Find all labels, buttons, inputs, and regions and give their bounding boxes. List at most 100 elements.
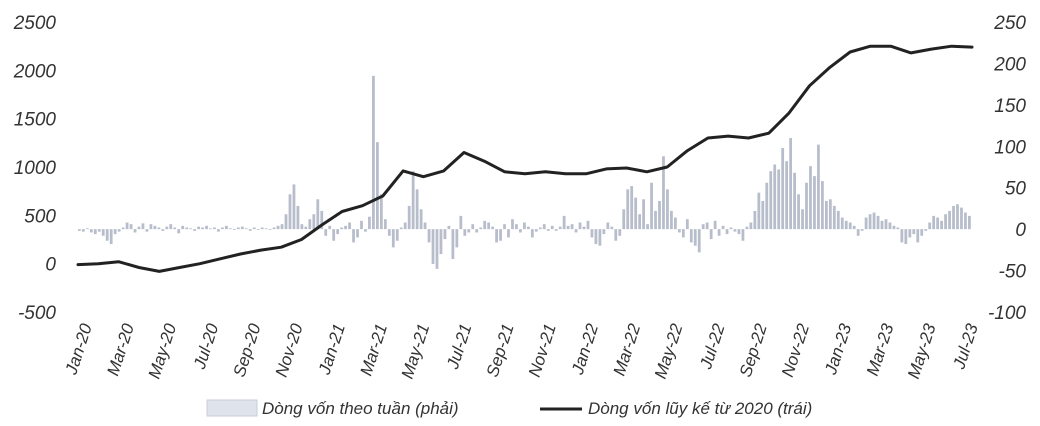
weekly-flow-bar xyxy=(141,223,145,230)
weekly-flow-bar xyxy=(415,189,419,230)
weekly-flow-bar xyxy=(205,225,208,230)
weekly-flow-bar xyxy=(232,229,236,230)
x-tick-label: Sep-21 xyxy=(483,321,518,379)
weekly-flow-bar xyxy=(169,224,173,230)
weekly-flow-bar xyxy=(813,176,816,230)
weekly-flow-bar xyxy=(495,229,498,243)
weekly-flow-bar xyxy=(161,229,165,231)
weekly-flow-bar xyxy=(105,229,109,241)
weekly-flow-bar xyxy=(221,227,224,230)
weekly-flow-bar xyxy=(670,210,673,230)
weekly-flow-bar xyxy=(745,226,749,230)
x-tick-label: Jul-23 xyxy=(949,321,982,372)
weekly-flow-bar xyxy=(519,229,522,233)
left-tick-label: 1000 xyxy=(14,158,57,179)
weekly-flow-bar xyxy=(340,227,344,230)
cumulative-flow-line xyxy=(76,44,974,273)
weekly-flow-bar xyxy=(463,229,467,236)
weekly-flow-bar xyxy=(383,219,387,230)
weekly-flow-bar xyxy=(145,229,149,232)
weekly-flow-bar xyxy=(467,229,471,233)
weekly-flow-bar xyxy=(622,209,626,230)
weekly-flow-bar xyxy=(932,215,936,230)
weekly-flow-bar xyxy=(181,225,185,230)
weekly-flow-bar xyxy=(439,229,443,254)
weekly-flow-bar xyxy=(566,225,570,230)
left-tick-label: 500 xyxy=(24,206,56,227)
weekly-flow-bar xyxy=(638,214,642,230)
weekly-flow-bar xyxy=(777,169,781,230)
weekly-flow-bar xyxy=(268,229,272,230)
weekly-flow-bar xyxy=(348,222,351,230)
weekly-flow-bar xyxy=(479,227,483,230)
weekly-flow-bar xyxy=(125,222,129,230)
weekly-flow-bar xyxy=(542,224,546,230)
weekly-flow-bar xyxy=(276,225,280,230)
weekly-flow-bar xyxy=(725,229,729,235)
right-tick-label: 150 xyxy=(994,96,1026,117)
weekly-flow-bar xyxy=(236,227,240,230)
weekly-flow-bar xyxy=(411,171,415,230)
weekly-flow-bar xyxy=(332,229,336,241)
weekly-flow-bar xyxy=(336,229,340,235)
weekly-flow-bar xyxy=(840,217,844,230)
right-tick-label: 50 xyxy=(1005,179,1027,200)
weekly-flow-bar xyxy=(860,229,864,231)
weekly-flow-bar xyxy=(634,197,638,230)
weekly-flow-bar xyxy=(280,224,284,230)
weekly-flow-bar xyxy=(399,227,403,230)
weekly-flow-bar xyxy=(757,192,761,230)
weekly-flow-bar xyxy=(248,229,252,231)
weekly-flow-bar xyxy=(570,224,574,230)
weekly-flow-bar xyxy=(948,210,951,230)
weekly-flow-bar xyxy=(320,210,324,230)
weekly-flow-bar xyxy=(602,229,606,235)
weekly-flow-bar xyxy=(296,205,300,230)
weekly-flow-bar xyxy=(157,227,161,230)
weekly-flow-bar xyxy=(574,229,578,233)
right-tick-label: -100 xyxy=(988,303,1026,324)
weekly-flow-bar xyxy=(376,142,379,230)
weekly-flow-bar xyxy=(344,225,347,230)
weekly-flow-bar xyxy=(880,220,884,230)
weekly-flow-bar xyxy=(956,204,959,230)
weekly-flow-bar xyxy=(368,216,371,230)
weekly-flow-bar xyxy=(920,229,924,236)
right-tick-label: 100 xyxy=(994,137,1026,158)
weekly-flow-bar xyxy=(900,229,904,243)
weekly-flow-bar xyxy=(697,229,701,253)
x-tick-label: Nov-22 xyxy=(778,321,813,380)
weekly-flow-bar xyxy=(797,194,800,230)
weekly-flow-bar xyxy=(896,227,900,230)
right-tick-label: -50 xyxy=(999,262,1027,283)
weekly-flow-bar xyxy=(908,229,912,238)
weekly-flow-bar xyxy=(292,184,296,230)
weekly-flow-bar xyxy=(717,229,721,236)
weekly-flow-bar xyxy=(217,229,220,232)
weekly-flow-bar xyxy=(526,226,530,230)
legend-bar-label: Dòng vốn theo tuần (phải) xyxy=(262,399,459,418)
weekly-flow-bar xyxy=(729,227,733,230)
weekly-flow-bar xyxy=(944,214,947,230)
weekly-flow-bar xyxy=(610,226,614,230)
weekly-flow-bar xyxy=(769,171,773,230)
weekly-flow-bar xyxy=(225,225,228,230)
weekly-flow-bar xyxy=(85,228,89,230)
x-tick-label: Mar-22 xyxy=(610,321,645,378)
weekly-flow-bar xyxy=(650,182,653,230)
weekly-flow-bar xyxy=(614,229,618,241)
weekly-flow-bar xyxy=(801,209,804,230)
weekly-flow-bar xyxy=(936,217,940,230)
weekly-flow-bar xyxy=(582,226,586,230)
weekly-flow-bar xyxy=(924,229,928,231)
weekly-flow-bar xyxy=(121,227,125,230)
weekly-flow-bar xyxy=(260,227,264,230)
x-tick-label: Sep-22 xyxy=(736,321,771,380)
weekly-flow-bar xyxy=(677,229,681,233)
weekly-flow-bar xyxy=(288,194,292,230)
weekly-flow-bar xyxy=(821,181,824,230)
weekly-flow-bar xyxy=(189,228,193,230)
weekly-flow-bar xyxy=(534,229,538,232)
weekly-flow-bar xyxy=(964,212,967,230)
x-tick-label: Jan-23 xyxy=(821,321,856,378)
